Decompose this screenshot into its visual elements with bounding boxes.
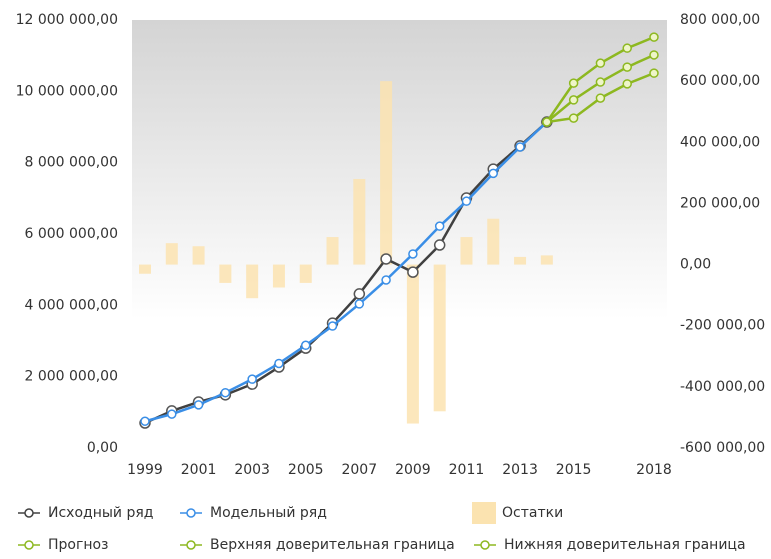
legend-marker xyxy=(24,508,34,518)
y2-tick-label: 400 000,00 xyxy=(680,134,760,150)
marker xyxy=(595,58,606,68)
marker xyxy=(353,288,366,300)
x-tick-label: 2007 xyxy=(341,462,377,478)
marker xyxy=(274,358,284,369)
marker xyxy=(595,93,606,103)
bar xyxy=(219,264,232,283)
x-tick-label: 2009 xyxy=(395,462,431,478)
y-tick-label: 4 000 000,00 xyxy=(24,297,118,313)
marker xyxy=(407,266,419,278)
legend-swatch xyxy=(472,502,496,524)
marker xyxy=(408,249,418,259)
bar xyxy=(514,256,527,265)
bar xyxy=(246,264,259,299)
line xyxy=(144,121,548,423)
bar xyxy=(353,178,366,265)
bar xyxy=(433,264,446,412)
bar xyxy=(380,81,393,265)
marker xyxy=(380,253,392,265)
marker xyxy=(434,221,445,231)
marker xyxy=(568,95,579,105)
marker xyxy=(568,78,579,88)
y2-tick-label: -600 000,00 xyxy=(680,440,765,456)
x-tick-label: 2001 xyxy=(181,462,217,478)
x-tick-label: 1999 xyxy=(127,462,163,478)
legend-label: Модельный ряд xyxy=(210,505,327,521)
bar xyxy=(487,218,500,265)
marker xyxy=(167,409,177,419)
bar xyxy=(139,264,151,274)
x-tick-label: 2013 xyxy=(502,462,538,478)
marker xyxy=(488,168,499,179)
bar xyxy=(540,255,553,265)
marker xyxy=(515,142,525,152)
marker xyxy=(622,43,632,53)
marker xyxy=(568,113,579,123)
marker xyxy=(381,275,391,285)
legend-label: Исходный ряд xyxy=(48,505,153,521)
marker xyxy=(300,340,311,351)
x-tick-label: 2005 xyxy=(288,462,324,478)
x-tick-label: 2011 xyxy=(449,462,485,478)
bar xyxy=(460,237,473,265)
y-tick-label: 6 000 000,00 xyxy=(24,226,118,242)
y-tick-label: 8 000 000,00 xyxy=(24,155,118,171)
legend-marker xyxy=(24,540,34,550)
legend-label: Остатки xyxy=(502,505,563,521)
y2-tick-label: 800 000,00 xyxy=(680,12,760,28)
marker xyxy=(542,117,552,127)
legend-label: Нижняя доверительная граница xyxy=(504,537,746,553)
marker xyxy=(622,62,632,72)
x-tick-label: 2018 xyxy=(636,462,672,478)
marker xyxy=(327,321,338,331)
marker xyxy=(649,50,659,60)
marker xyxy=(461,196,472,206)
legend-label: Прогноз xyxy=(48,537,109,553)
y-tick-label: 2 000 000,00 xyxy=(24,369,118,385)
bar xyxy=(192,246,205,265)
y-tick-label: 12 000 000,00 xyxy=(16,12,118,28)
bar xyxy=(272,264,285,288)
marker xyxy=(433,239,446,251)
y2-tick-label: 0,00 xyxy=(680,257,711,273)
marker xyxy=(193,400,204,410)
legend-marker xyxy=(186,508,196,518)
marker xyxy=(649,32,659,42)
bar xyxy=(326,237,339,265)
y2-tick-label: 200 000,00 xyxy=(680,195,760,211)
marker xyxy=(354,299,365,309)
marker xyxy=(220,387,231,398)
y2-tick-label: -200 000,00 xyxy=(680,318,765,334)
y2-tick-label: 600 000,00 xyxy=(680,73,760,89)
bar xyxy=(406,264,419,424)
marker xyxy=(622,79,632,89)
marker xyxy=(140,416,150,426)
bar xyxy=(165,243,178,265)
plot-area xyxy=(132,20,667,448)
legend-marker xyxy=(186,540,196,550)
y-tick-label: 0,00 xyxy=(87,440,118,456)
x-tick-label: 2015 xyxy=(556,462,592,478)
y-tick-label: 10 000 000,00 xyxy=(16,83,118,99)
bar xyxy=(299,264,312,283)
marker xyxy=(595,77,606,87)
legend-marker xyxy=(480,540,490,550)
marker xyxy=(247,374,257,384)
x-tick-label: 2003 xyxy=(234,462,270,478)
y2-tick-label: -400 000,00 xyxy=(680,379,765,395)
marker xyxy=(649,68,659,78)
legend-label: Верхняя доверительная граница xyxy=(210,537,455,553)
